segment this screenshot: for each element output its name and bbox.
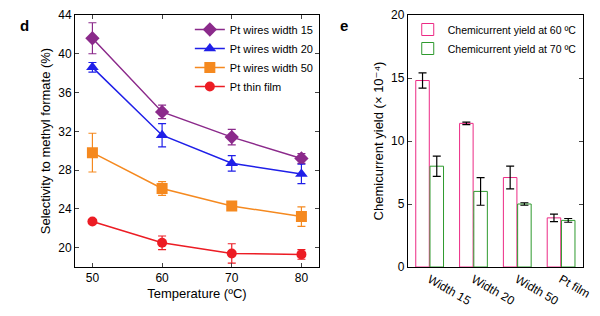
svg-text:15: 15 bbox=[391, 71, 405, 85]
svg-text:Chemicurrent yield at 70 ºC: Chemicurrent yield at 70 ºC bbox=[448, 43, 577, 55]
svg-text:44: 44 bbox=[58, 8, 72, 22]
svg-text:Width 50: Width 50 bbox=[513, 272, 561, 308]
svg-text:36: 36 bbox=[58, 86, 72, 100]
svg-text:d: d bbox=[20, 17, 29, 34]
svg-text:60: 60 bbox=[155, 271, 169, 285]
svg-text:Selectivity to methyl formate: Selectivity to methyl formate (%) bbox=[38, 48, 53, 234]
svg-text:40: 40 bbox=[58, 47, 72, 61]
svg-text:Chemicurrent yield at 60 ºC: Chemicurrent yield at 60 ºC bbox=[448, 24, 577, 36]
svg-text:Width 20: Width 20 bbox=[469, 272, 517, 308]
svg-text:Pt thin film: Pt thin film bbox=[230, 81, 281, 93]
svg-text:Pt wires width 15: Pt wires width 15 bbox=[230, 24, 313, 36]
svg-text:10: 10 bbox=[391, 134, 405, 148]
svg-text:Width 15: Width 15 bbox=[425, 272, 473, 308]
svg-text:Pt wires width 50: Pt wires width 50 bbox=[230, 62, 313, 74]
svg-text:Pt film: Pt film bbox=[557, 272, 593, 301]
svg-text:e: e bbox=[340, 17, 348, 34]
svg-text:0: 0 bbox=[398, 260, 405, 274]
svg-text:28: 28 bbox=[58, 163, 72, 177]
svg-text:20: 20 bbox=[58, 241, 72, 255]
svg-text:32: 32 bbox=[58, 125, 72, 139]
svg-text:80: 80 bbox=[295, 271, 309, 285]
svg-text:70: 70 bbox=[225, 271, 239, 285]
svg-text:24: 24 bbox=[58, 202, 72, 216]
svg-text:50: 50 bbox=[86, 271, 100, 285]
svg-text:Pt wires width 20: Pt wires width 20 bbox=[230, 43, 313, 55]
svg-text:Temperature (ºC): Temperature (ºC) bbox=[147, 286, 246, 301]
svg-text:20: 20 bbox=[391, 8, 405, 22]
svg-text:5: 5 bbox=[398, 197, 405, 211]
svg-text:Chemicurrent yield (× 10⁻⁴): Chemicurrent yield (× 10⁻⁴) bbox=[371, 62, 386, 221]
